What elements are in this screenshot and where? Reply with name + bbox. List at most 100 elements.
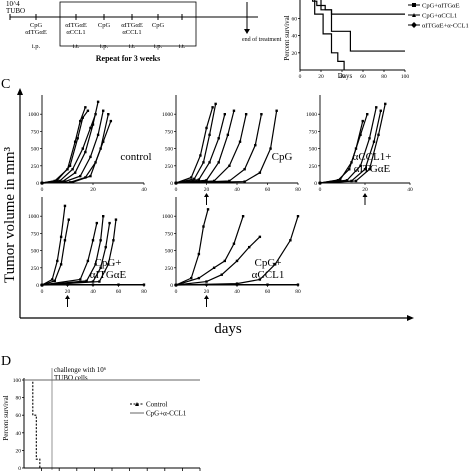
tumor-point bbox=[211, 106, 214, 109]
tumor-point bbox=[86, 109, 90, 112]
tumor-point bbox=[348, 168, 351, 171]
tumor-point bbox=[79, 174, 82, 178]
tumor-point bbox=[84, 106, 87, 109]
tumor-point bbox=[107, 113, 110, 116]
tumor-point bbox=[235, 259, 239, 263]
panel-d-ytick-label: 80 bbox=[16, 396, 22, 402]
survival-top-xtick-label: 60 bbox=[360, 74, 366, 80]
subplot-ytick-label: 1000 bbox=[306, 112, 317, 118]
survival-top-legend-marker bbox=[412, 13, 416, 17]
tumor-curve-3 bbox=[175, 236, 261, 286]
subplot-xtick-label: 80 bbox=[141, 289, 147, 295]
schedule-box-5-top: CpG bbox=[152, 22, 165, 29]
subplot-ytick-label: 0 bbox=[170, 283, 173, 289]
tumor-point bbox=[197, 252, 201, 256]
tumor-point bbox=[107, 263, 110, 266]
tumor-point bbox=[212, 266, 216, 269]
tumor-point bbox=[76, 137, 79, 140]
schedule-top-text: 10^4 bbox=[6, 0, 20, 8]
subplot-label-2: αITGαE bbox=[90, 269, 127, 281]
tumor-point bbox=[217, 137, 220, 140]
tumor-point bbox=[235, 283, 239, 286]
subplot-label: control bbox=[120, 151, 151, 163]
panel-d-ylabel: Percent survival bbox=[2, 395, 10, 440]
route-4: i.t. bbox=[129, 43, 136, 50]
schedule-box-4-bottom: αCCL1 bbox=[122, 29, 141, 36]
tumor-point bbox=[108, 221, 111, 225]
tumor-point bbox=[289, 239, 292, 242]
subplot-xtick-label: 40 bbox=[407, 187, 413, 193]
tumor-point bbox=[368, 168, 371, 171]
subplot-ytick-label: 750 bbox=[309, 129, 318, 135]
tumor-subplot-1: 0 250 500 750 1000 0 20 40 control bbox=[28, 95, 152, 193]
subplot-label-2: αITGαE bbox=[354, 163, 391, 175]
tumor-point bbox=[114, 218, 118, 221]
tumor-point bbox=[71, 168, 74, 171]
tumor-point bbox=[384, 102, 387, 106]
subplot-ytick-label: 0 bbox=[314, 181, 317, 187]
tumor-point bbox=[205, 283, 208, 286]
subplot-xtick-label: 20 bbox=[204, 289, 210, 295]
tumor-point bbox=[269, 147, 272, 150]
tumor-curve-4 bbox=[175, 110, 235, 184]
tumor-point bbox=[228, 179, 231, 183]
survival-top-ylabel: Percent survival bbox=[283, 15, 291, 60]
tumor-point bbox=[102, 140, 105, 143]
tumor-subplot-4: 0 250 500 750 1000 0 20 40 60 80 CpG+αITGαE bbox=[28, 197, 147, 307]
tumor-point bbox=[205, 280, 208, 283]
tumor-subplot-3: 0 250 500 750 1000 0 20 40 αCCL1+αITGαE bbox=[306, 95, 413, 205]
panel-c: C Tumor volume in mm³ days 0 250 500 750 100… bbox=[1, 77, 414, 337]
tumor-point bbox=[354, 179, 358, 183]
schedule-box-3-top: CpG bbox=[98, 22, 111, 29]
tumor-point bbox=[350, 161, 353, 164]
survival-top-ytick-label: 40 bbox=[292, 34, 298, 40]
subplot-xtick-label: 60 bbox=[265, 289, 271, 295]
tumor-curve-2 bbox=[41, 219, 70, 286]
tumor-point bbox=[232, 109, 236, 112]
tumor-point bbox=[89, 155, 92, 159]
tumor-point bbox=[258, 171, 262, 174]
survival-top-xtick-label: 80 bbox=[381, 74, 387, 80]
survival-top-chart: Percent survival Days 0 20 40 60 80 100 20 40 60… bbox=[283, 0, 469, 80]
tumor-point bbox=[81, 147, 84, 150]
subplot-ytick-label: 0 bbox=[36, 283, 39, 289]
tumor-curve-6 bbox=[41, 120, 112, 184]
subplot-xtick-label: 20 bbox=[204, 187, 210, 193]
tumor-point bbox=[63, 239, 67, 242]
subplot-ytick-label: 750 bbox=[31, 129, 40, 135]
tumor-point bbox=[102, 109, 105, 112]
subplot-ytick-label: 250 bbox=[31, 266, 40, 272]
subplot-xtick-label: 40 bbox=[141, 187, 147, 193]
route-3: i.p. bbox=[100, 43, 109, 50]
subplot-ytick-label: 1000 bbox=[28, 214, 39, 220]
tumor-point bbox=[243, 180, 246, 183]
tumor-point bbox=[208, 133, 211, 137]
subplot-xtick-label: 40 bbox=[90, 289, 96, 295]
repeat-text: Repeat for 3 weeks bbox=[96, 54, 161, 63]
tumor-point bbox=[58, 179, 62, 183]
route-6: i.t. bbox=[179, 43, 186, 50]
panel-d-series-1 bbox=[24, 379, 41, 468]
survival-top-series-1 bbox=[312, 0, 405, 15]
subplot-label-2: αCCL1 bbox=[252, 269, 285, 281]
tumor-point bbox=[202, 225, 205, 228]
tumor-point bbox=[359, 164, 362, 167]
tumor-point bbox=[79, 278, 82, 281]
survival-top-legend-label: CpG+αITGαE bbox=[422, 3, 460, 10]
tumor-point bbox=[73, 140, 77, 143]
tumor-point bbox=[79, 119, 82, 123]
subplot-ytick-label: 750 bbox=[31, 231, 40, 237]
tumor-point bbox=[56, 179, 59, 182]
survival-top-xtick-label: 40 bbox=[339, 74, 345, 80]
subplot-label: CpG bbox=[272, 151, 293, 163]
subplot-ytick-label: 0 bbox=[36, 181, 39, 187]
tumor-point bbox=[220, 273, 223, 276]
subplot-xtick-label: 40 bbox=[234, 289, 240, 295]
tumor-point bbox=[104, 245, 107, 249]
tumor-point bbox=[40, 181, 44, 185]
tumor-point bbox=[59, 235, 63, 239]
tumor-point bbox=[63, 204, 67, 208]
survival-top-series-2 bbox=[320, 0, 405, 52]
tumor-point bbox=[258, 235, 262, 239]
